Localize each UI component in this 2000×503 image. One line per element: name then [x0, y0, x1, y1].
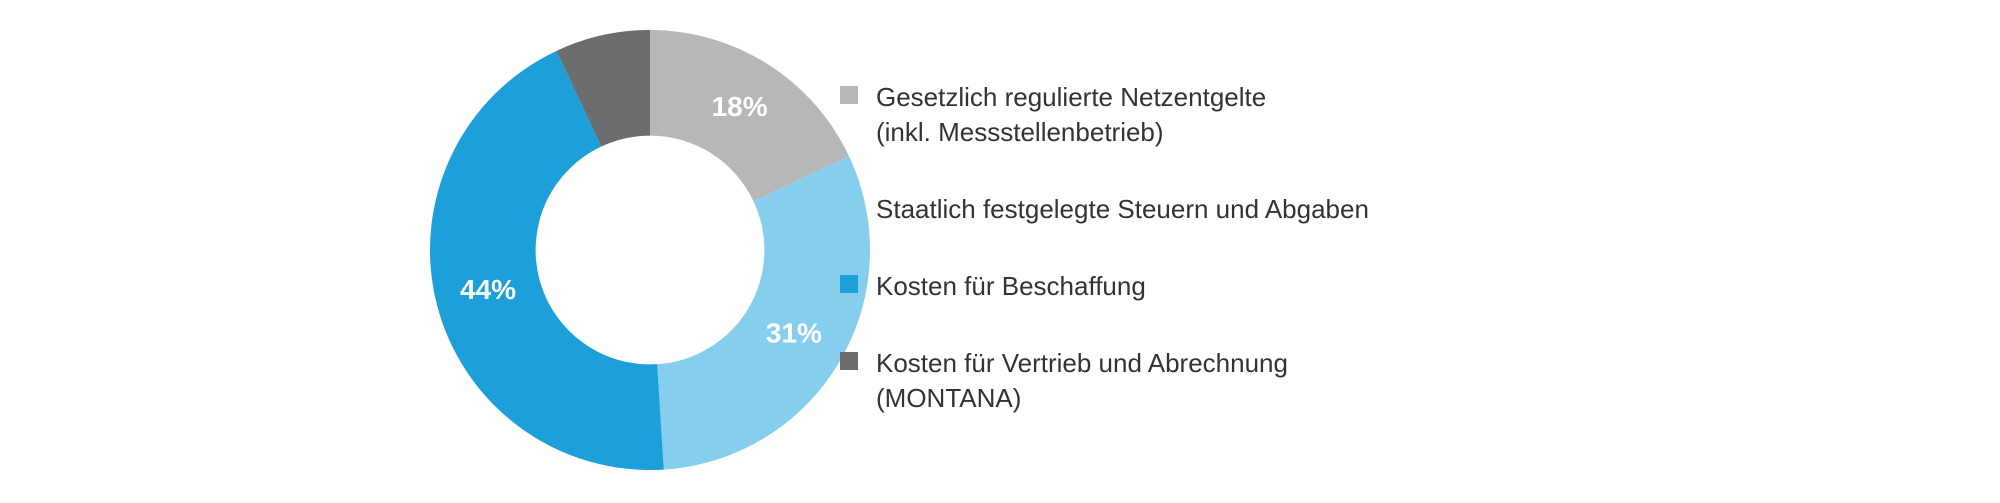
legend-line2: (inkl. Messstellenbetrieb) [876, 117, 1164, 147]
legend-label: Kosten für Vertrieb und Abrechnung (MONT… [876, 346, 1288, 416]
legend-line1: Gesetzlich regulierte Netzentgelte [876, 82, 1266, 112]
legend-swatch [840, 86, 858, 104]
donut-label-netzentgelte: 18% [712, 91, 768, 122]
legend-swatch [840, 198, 858, 216]
legend-line1: Kosten für Beschaffung [876, 271, 1146, 301]
legend-item-steuern: Staatlich festgelegte Steuern und Abgabe… [840, 192, 1600, 227]
donut-label-steuern: 31% [766, 318, 822, 349]
legend-swatch [840, 275, 858, 293]
legend-item-beschaffung: Kosten für Beschaffung [840, 269, 1600, 304]
donut-label-beschaffung: 44% [460, 274, 516, 305]
donut-chart: 18% 31% 44% 7% [420, 20, 880, 480]
legend-line1: Kosten für Vertrieb und Abrechnung [876, 348, 1288, 378]
legend-label: Kosten für Beschaffung [876, 269, 1146, 304]
chart-container: 18% 31% 44% 7% Gesetzlich regulierte Netzen… [0, 0, 2000, 503]
legend-swatch [840, 352, 858, 370]
legend-line1: Staatlich festgelegte Steuern und Abgabe… [876, 194, 1369, 224]
legend-item-vertrieb: Kosten für Vertrieb und Abrechnung (MONT… [840, 346, 1600, 416]
donut-segment-steuern [657, 156, 870, 469]
legend-line2: (MONTANA) [876, 383, 1021, 413]
donut-label-vertrieb: 7% [577, 20, 618, 27]
legend-item-netzentgelte: Gesetzlich regulierte Netzentgelte (inkl… [840, 80, 1600, 150]
legend-label: Gesetzlich regulierte Netzentgelte (inkl… [876, 80, 1266, 150]
legend: Gesetzlich regulierte Netzentgelte (inkl… [840, 80, 1600, 459]
legend-label: Staatlich festgelegte Steuern und Abgabe… [876, 192, 1369, 227]
